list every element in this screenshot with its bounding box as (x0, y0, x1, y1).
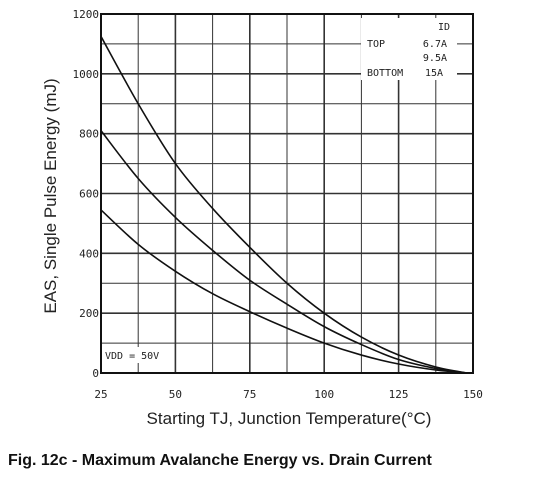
series-lines (100, 36, 468, 374)
x-tick-label: 75 (243, 388, 256, 401)
y-axis-label: EAS, Single Pulse Energy (mJ) (41, 78, 60, 313)
y-tick-label: 1000 (73, 68, 100, 81)
series-line-3 (100, 209, 468, 374)
y-tick-label: 400 (79, 247, 99, 260)
y-tick-label: 600 (79, 188, 99, 201)
y-tick-label: 200 (79, 307, 99, 320)
x-tick-label: 150 (463, 388, 483, 401)
vdd-annotation-text: VDD = 50V (105, 351, 159, 362)
figure-caption: Fig. 12c - Maximum Avalanche Energy vs. … (8, 452, 432, 469)
y-tick-label: 1200 (73, 8, 100, 21)
series-line-2 (100, 130, 468, 374)
y-tick-label: 800 (79, 128, 99, 141)
vdd-annotation: VDD = 50V (102, 347, 170, 363)
legend-row-3-value: 15A (425, 68, 443, 79)
x-axis-label: Starting TJ, Junction Temperature(°C) (147, 409, 432, 428)
legend: ID TOP 6.7A 9.5A BOTTOM 15A (361, 18, 457, 80)
legend-row-1-position: TOP (367, 39, 385, 50)
chart: 25 50 75 100 125 150 0 200 400 600 800 1000 1200 ID … (41, 8, 483, 428)
legend-box (361, 18, 457, 80)
y-tick-label: 0 (92, 367, 99, 380)
legend-header: ID (438, 22, 450, 33)
tick-labels: 25 50 75 100 125 150 0 200 400 600 800 1000 1200 (73, 8, 483, 401)
legend-row-2-value: 9.5A (423, 53, 447, 64)
series-line-1 (100, 36, 468, 374)
legend-row-1-value: 6.7A (423, 39, 447, 50)
x-tick-label: 125 (389, 388, 409, 401)
legend-row-3-position: BOTTOM (367, 68, 403, 79)
x-tick-label: 25 (94, 388, 107, 401)
x-tick-label: 100 (314, 388, 334, 401)
x-tick-label: 50 (169, 388, 182, 401)
plot-frame (100, 13, 474, 374)
